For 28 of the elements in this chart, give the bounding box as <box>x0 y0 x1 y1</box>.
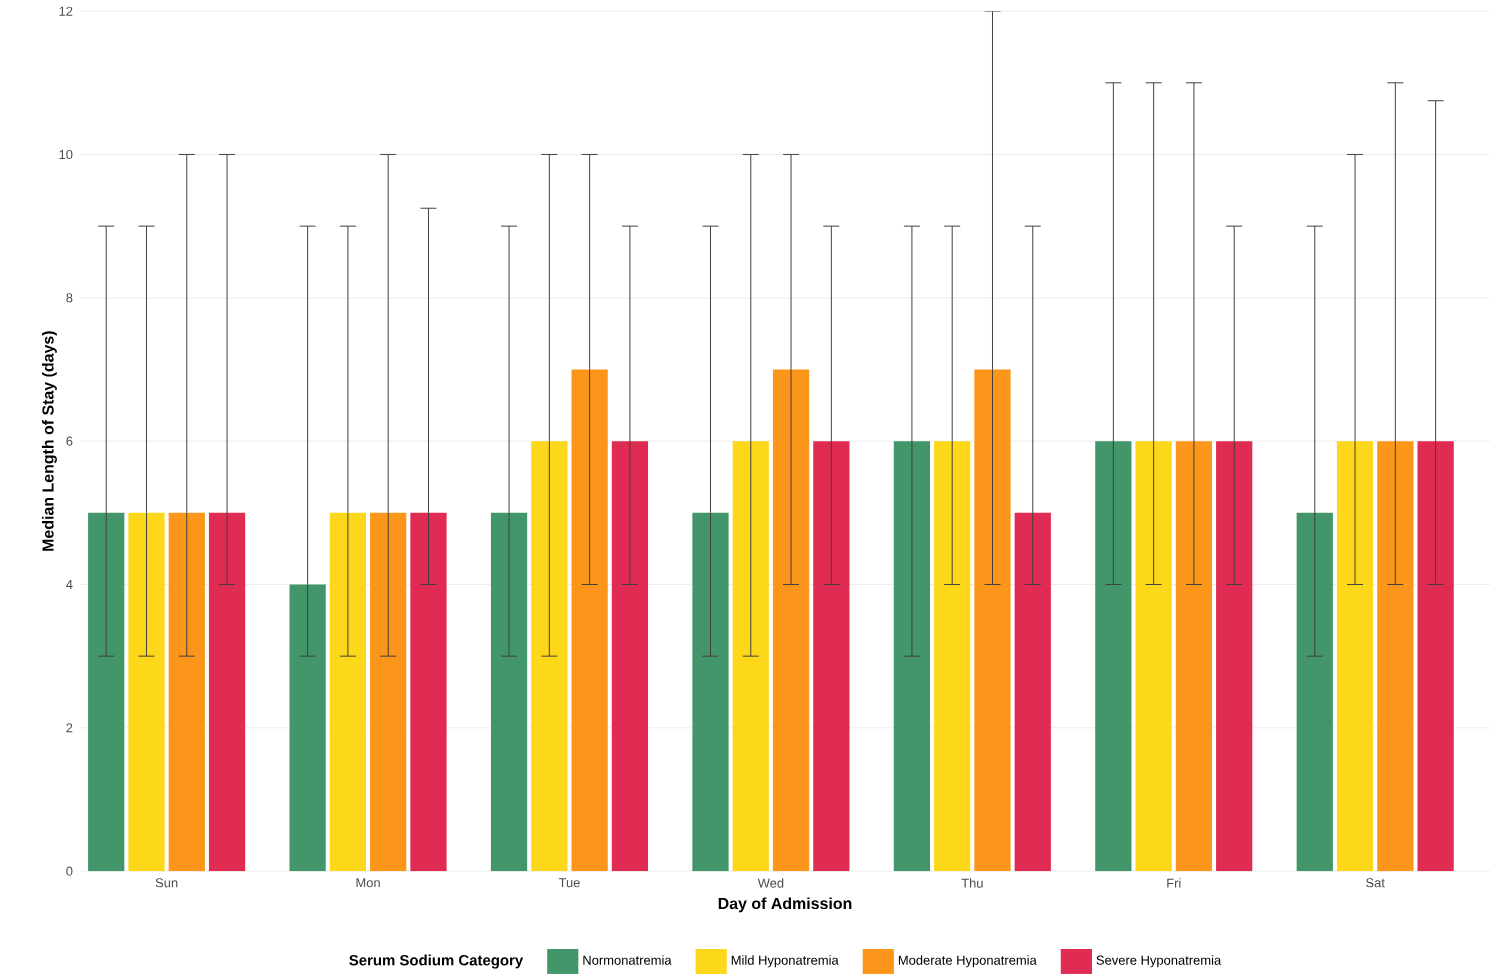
bar <box>1095 441 1132 872</box>
bar <box>88 513 125 872</box>
bar <box>571 369 608 872</box>
bar <box>1296 513 1333 872</box>
bar <box>1377 441 1414 872</box>
bar <box>772 369 810 872</box>
bar <box>974 369 1011 872</box>
bar <box>289 584 326 872</box>
bar <box>531 441 568 872</box>
bar <box>692 513 729 872</box>
bar <box>813 441 850 872</box>
bar <box>934 441 971 872</box>
bar <box>893 441 931 872</box>
bar <box>1014 513 1051 872</box>
bar <box>208 513 246 872</box>
bar <box>1417 441 1454 872</box>
bar <box>1216 441 1253 872</box>
bar <box>611 441 649 872</box>
bar <box>370 513 407 872</box>
bar <box>1135 441 1172 872</box>
bar <box>329 513 367 872</box>
bar <box>1175 441 1213 872</box>
bar <box>490 513 528 872</box>
bar <box>410 513 447 872</box>
bar <box>128 513 165 872</box>
bar <box>168 513 205 872</box>
bar <box>1336 441 1374 872</box>
bar <box>732 441 769 872</box>
